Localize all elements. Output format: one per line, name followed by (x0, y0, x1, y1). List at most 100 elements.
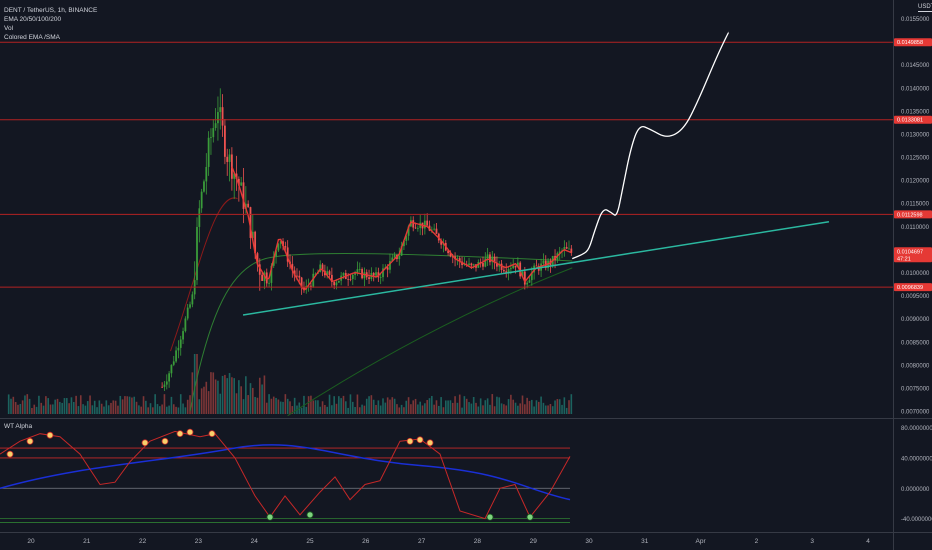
volume-bar (19, 403, 22, 414)
time-tick: 28 (474, 538, 482, 545)
candle-body (500, 263, 503, 270)
volume-bar (196, 354, 198, 414)
price-tag (894, 115, 932, 124)
volume-bar (386, 397, 389, 414)
candle-body (230, 154, 233, 179)
candle-body (379, 277, 382, 278)
time-tick: 21 (83, 538, 91, 545)
candle-body (326, 271, 329, 276)
price-tag (894, 38, 932, 47)
candle-body (382, 268, 384, 278)
volume-bar (68, 403, 70, 414)
volume-bar (414, 398, 417, 414)
volume-bar (558, 399, 561, 414)
volume-bar (49, 404, 52, 414)
volume-bar (398, 407, 401, 414)
volume-bar (519, 403, 521, 414)
price-tick: 0.0140000 (901, 86, 930, 92)
volume-bar (284, 394, 287, 414)
oscillator-tick: -40.0000000 (901, 517, 932, 523)
volume-bar (119, 395, 122, 414)
volume-bar (475, 402, 477, 414)
volume-bar (131, 397, 133, 414)
volume-bar (138, 405, 140, 414)
candle-body (226, 156, 229, 162)
volume-bar (142, 396, 145, 414)
volume-bar (463, 396, 466, 414)
volume-bar (152, 407, 154, 414)
volume-bar (217, 380, 219, 414)
time-tick: 24 (251, 538, 259, 545)
candle-body (519, 262, 522, 277)
level-lines (0, 41, 893, 288)
volume-bar (375, 404, 377, 414)
time-tick: 26 (362, 538, 370, 545)
candle-body (516, 262, 519, 268)
volume-bar (121, 399, 124, 414)
candle-body (486, 254, 489, 259)
candle-body (265, 272, 268, 284)
volume-bar (568, 400, 570, 414)
candle-body (358, 269, 361, 270)
volume-bar (551, 406, 554, 414)
candle-body (558, 251, 561, 254)
volume-bar (163, 394, 166, 414)
ema-lines (170, 197, 573, 417)
volume-bar (542, 402, 545, 414)
candle-body (456, 258, 459, 260)
volume-bar (286, 398, 289, 414)
candle-body (300, 277, 303, 287)
price-tags: 0.0149858 0.0133081 0.0112598 0.010469747:2… (894, 38, 932, 292)
candle-body (279, 241, 282, 244)
candle-body (212, 128, 215, 138)
candle-body (542, 260, 545, 264)
volume-bar (133, 396, 136, 414)
volume-bar (556, 399, 559, 414)
volume-bar (554, 400, 556, 414)
volume-bar (38, 395, 40, 414)
candle-body (284, 246, 287, 248)
candle-body (484, 258, 487, 267)
volume-bar (156, 404, 159, 414)
volume-bar (505, 405, 508, 414)
volume-bar (444, 400, 447, 414)
currency-label[interactable]: USDT (918, 4, 932, 12)
candle-body (321, 264, 324, 271)
volume-bar (435, 400, 438, 414)
candle-body (570, 248, 573, 253)
volume-bar (503, 404, 505, 414)
volume-bar (100, 403, 103, 414)
volume-bar (342, 395, 345, 414)
volume-bar (331, 405, 333, 414)
candle-body (416, 227, 419, 229)
wt-signal-dot (161, 437, 169, 445)
price-tick: 0.0075000 (901, 386, 930, 392)
ema-100-line (189, 252, 573, 412)
legend-symbol: DENT / TetherUS, 1h, BINANCE (4, 7, 98, 14)
volume-bar (12, 396, 15, 414)
volume-bar (440, 397, 442, 414)
volume-bar (379, 405, 382, 414)
wt-signal-dot (426, 439, 434, 447)
volume-bar (249, 383, 252, 414)
time-tick: 29 (530, 538, 538, 545)
volume-bar (419, 401, 422, 414)
candle-body (458, 258, 461, 262)
time-tick: 30 (585, 538, 593, 545)
volume-bar (300, 407, 303, 414)
volume-bar (424, 403, 426, 414)
trend-line (242, 220, 830, 316)
price-tick: 0.0120000 (901, 179, 930, 185)
volume-bar (563, 397, 566, 414)
volume-bar (61, 402, 63, 414)
volume-bar (272, 396, 275, 414)
candle-body (189, 304, 191, 308)
volume-bar (191, 372, 194, 414)
volume-bar (24, 395, 26, 414)
candle-body (291, 263, 294, 271)
volume-bar (82, 404, 84, 414)
candle-body (228, 154, 231, 162)
volume-bar (449, 400, 452, 414)
volume-bar (277, 399, 280, 414)
